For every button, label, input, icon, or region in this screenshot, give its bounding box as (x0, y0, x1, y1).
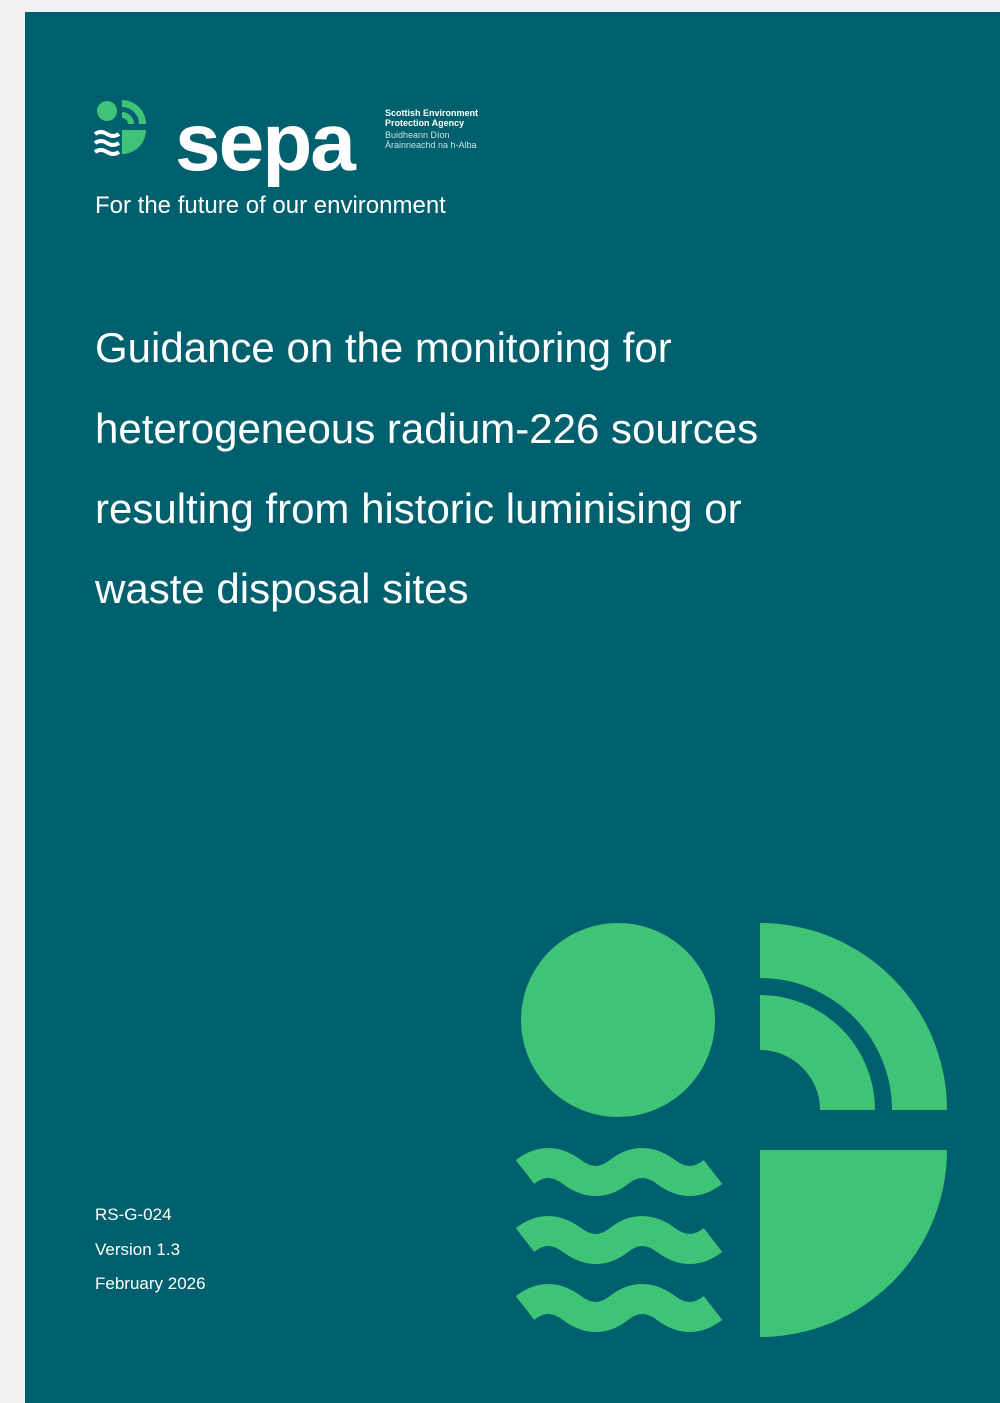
agency-gd-line: Àrainneachd na h-Alba (385, 140, 477, 150)
emblem-waves (525, 1163, 713, 1317)
title-line: resulting from historic luminising or (95, 485, 742, 533)
logo-waves (95, 132, 119, 154)
agency-en: Scottish Environment Protection Agency (385, 108, 478, 128)
agency-en-line: Protection Agency (385, 118, 478, 128)
graphics (25, 12, 1000, 1403)
logo-wordmark: sepa (175, 96, 354, 190)
title-line: waste disposal sites (95, 565, 469, 613)
title-line: Guidance on the monitoring for (95, 324, 672, 372)
agency-gd-line: Buidheann Dìon (385, 130, 477, 140)
title-line: heterogeneous radium-226 sources (95, 405, 758, 453)
doc-date: February 2026 (95, 1274, 206, 1294)
doc-version: Version 1.3 (95, 1240, 180, 1260)
agency-gd: Buidheann Dìon Àrainneachd na h-Alba (385, 130, 477, 150)
doc-reference: RS-G-024 (95, 1205, 172, 1225)
cover: sepa Scottish Environment Protection Age… (25, 12, 1000, 1403)
emblem (521, 923, 947, 1337)
logo-icon (97, 100, 146, 154)
page: sepa Scottish Environment Protection Age… (0, 0, 1000, 1403)
tagline: For the future of our environment (95, 192, 446, 220)
agency-en-line: Scottish Environment (385, 108, 478, 118)
